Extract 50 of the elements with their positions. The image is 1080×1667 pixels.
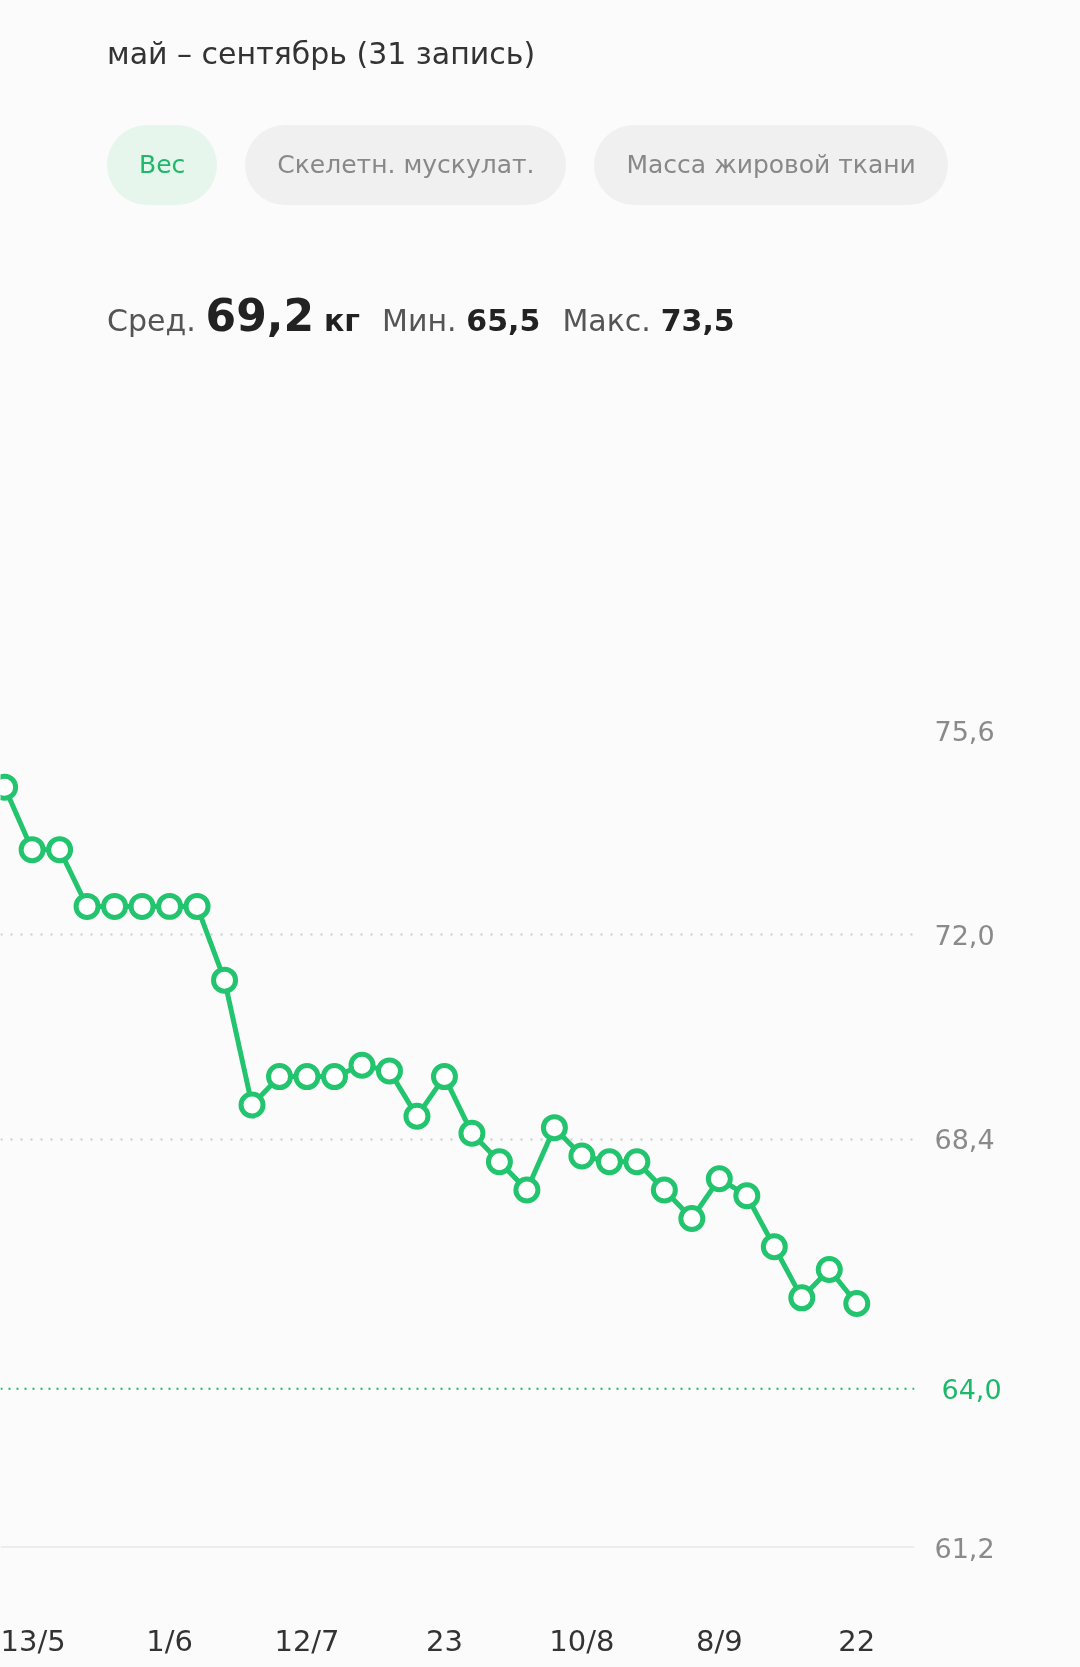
point [760, 1233, 788, 1261]
x-tick-label: 12/7 [274, 1623, 340, 1658]
point [705, 1165, 733, 1193]
text: Сред. 69,2 кг [107, 290, 360, 341]
y-tick-label: 61,2 [934, 1532, 995, 1564]
point [843, 1290, 871, 1318]
point [348, 1051, 376, 1079]
point [540, 1114, 568, 1142]
point [650, 1176, 678, 1204]
y-tick-label: 72,0 [934, 919, 995, 951]
point [375, 1057, 403, 1085]
point [568, 1142, 596, 1170]
x-tick-label: 22 [838, 1623, 876, 1658]
point [46, 836, 74, 864]
x-tick-label: 23 [425, 1623, 463, 1658]
point [293, 1063, 321, 1091]
point [458, 1119, 486, 1147]
point [623, 1148, 651, 1176]
point [18, 836, 46, 864]
point [430, 1063, 458, 1091]
point [678, 1204, 706, 1232]
ref-line-label: 64,0 [941, 1373, 1002, 1405]
point [815, 1256, 843, 1283]
point [595, 1148, 623, 1176]
point [266, 1063, 294, 1091]
point [156, 892, 184, 920]
x-tick-label: 8/9 [695, 1623, 743, 1658]
point [101, 892, 129, 920]
x-tick-label: 1/6 [146, 1623, 193, 1658]
point [788, 1284, 816, 1312]
x-tick-label: 13/5 [0, 1623, 66, 1658]
point [403, 1102, 431, 1130]
text: Масса жировой ткани [594, 125, 948, 205]
point [485, 1148, 513, 1176]
text: Вес [107, 125, 218, 205]
text: Мин. 65,5 [382, 303, 541, 338]
point [211, 966, 239, 994]
point [733, 1182, 761, 1210]
point [73, 892, 101, 920]
text: Скелетн. мускулат. [245, 125, 567, 205]
y-tick-label: 75,6 [934, 715, 995, 747]
point [320, 1063, 348, 1091]
y-tick-label: 68,4 [934, 1124, 995, 1155]
text: Макс. 73,5 [562, 303, 735, 338]
point [238, 1091, 266, 1119]
point [183, 892, 211, 920]
chart-title: май – сентябрь (31 запись) [106, 35, 536, 73]
x-tick-label: 10/8 [549, 1623, 615, 1658]
point [513, 1176, 541, 1204]
point [128, 892, 156, 920]
